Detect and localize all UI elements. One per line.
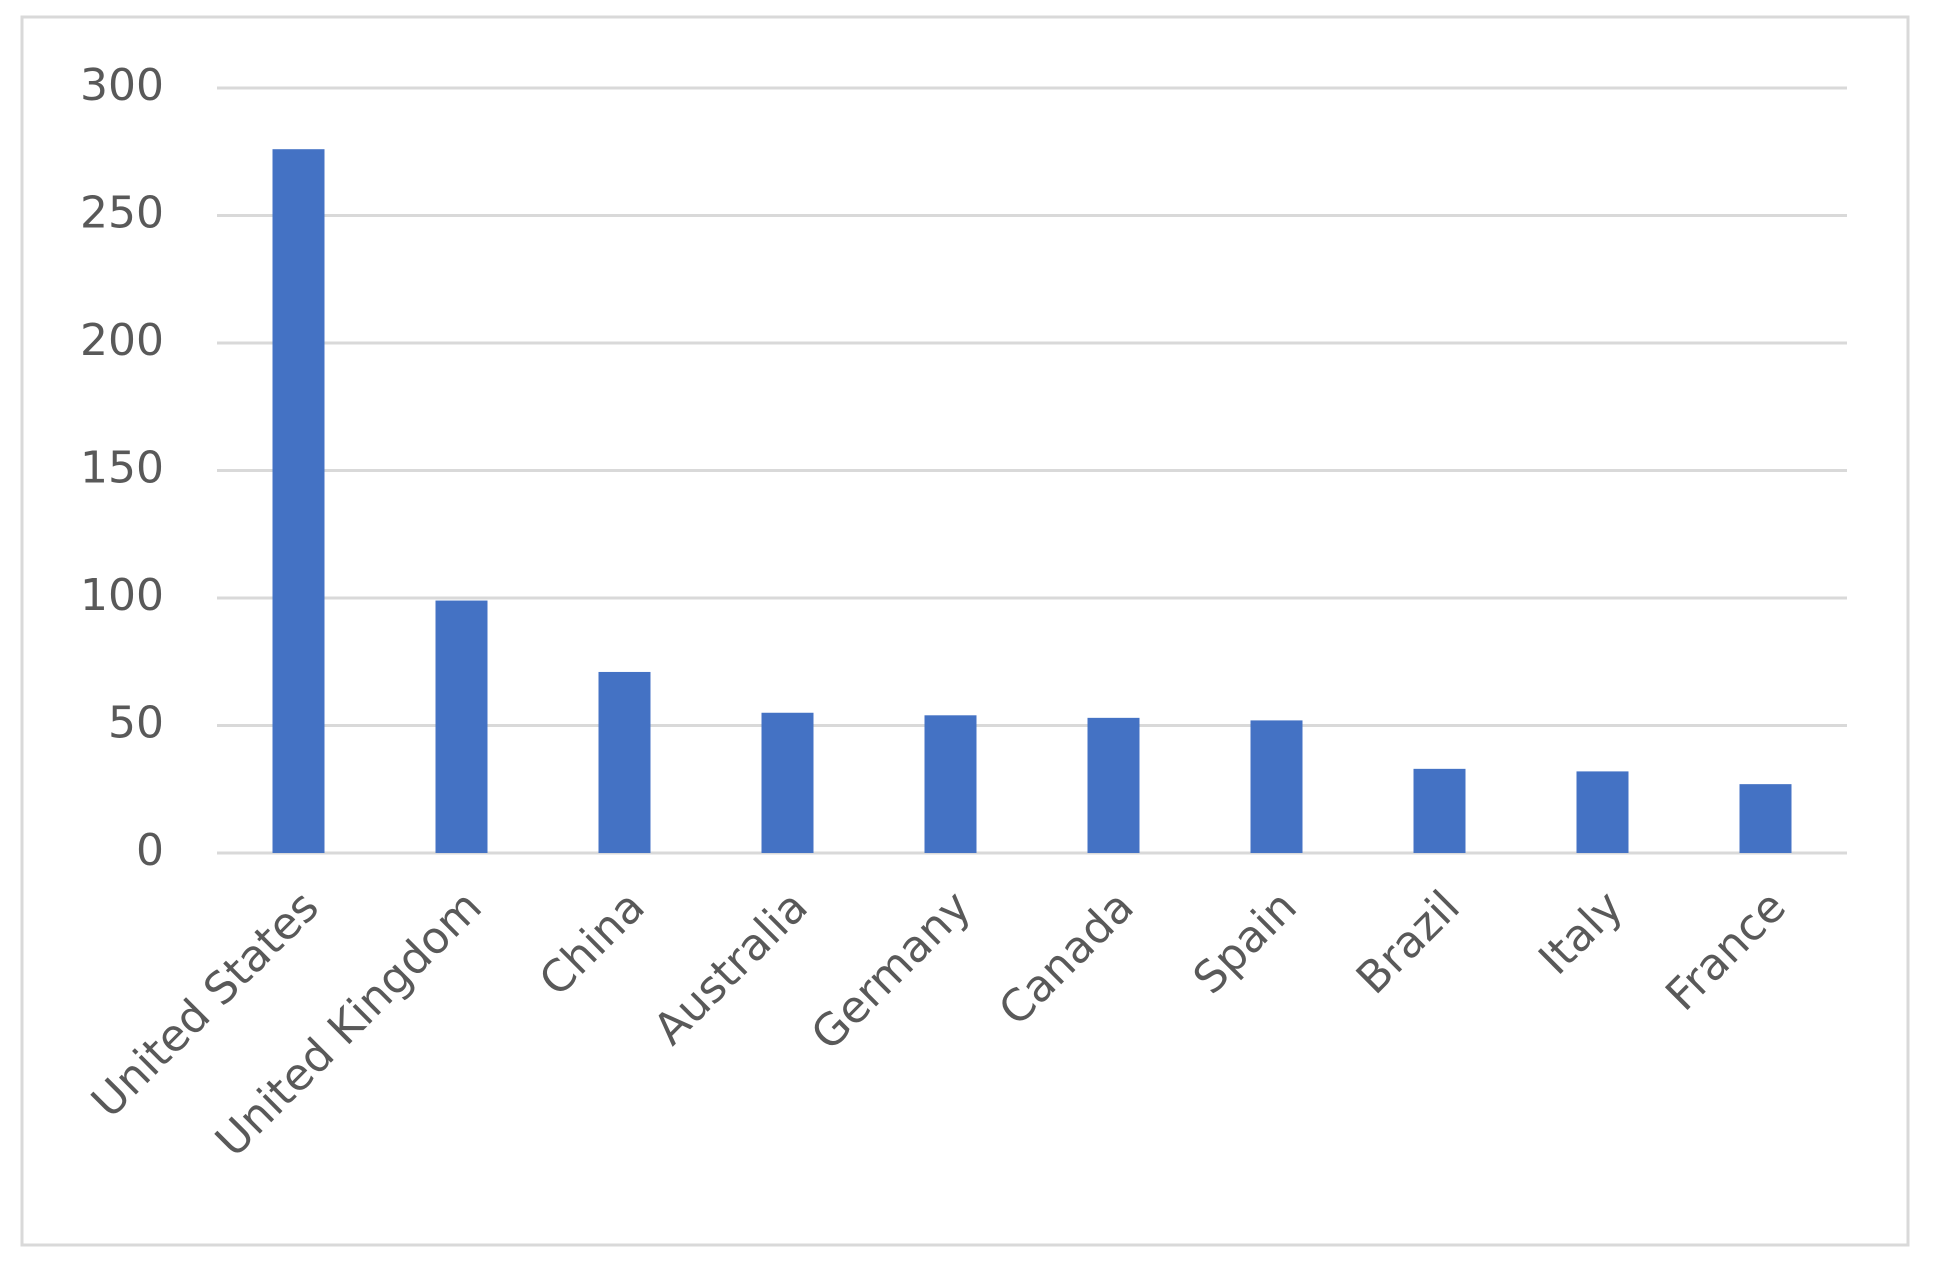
y-tick-label: 0 <box>136 825 164 876</box>
y-tick-label: 150 <box>80 443 164 494</box>
bar <box>435 600 488 853</box>
bar <box>1413 768 1466 853</box>
bar <box>1250 720 1303 853</box>
y-tick-label: 200 <box>80 315 164 366</box>
bar <box>1739 784 1792 853</box>
bar <box>598 671 651 853</box>
bar <box>272 149 325 853</box>
y-tick-label: 100 <box>80 570 164 621</box>
bar <box>761 712 814 853</box>
bar <box>924 715 977 853</box>
chart-frame <box>20 15 1910 1247</box>
y-tick-label: 50 <box>108 698 164 749</box>
bar <box>1576 771 1629 853</box>
y-tick-label: 250 <box>80 188 164 239</box>
bar <box>1087 717 1140 853</box>
y-tick-label: 300 <box>80 60 164 111</box>
